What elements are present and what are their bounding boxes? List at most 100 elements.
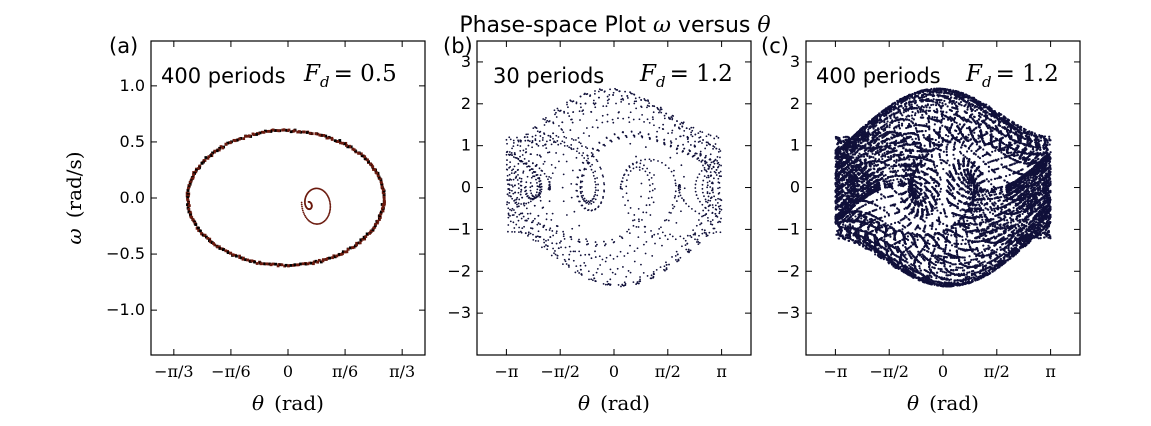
data-point <box>201 233 205 237</box>
data-point <box>381 209 385 213</box>
data-point <box>186 203 189 207</box>
data-point <box>582 152 585 154</box>
data-point <box>519 180 522 183</box>
ytick-label: 1.0 <box>120 76 145 95</box>
data-point <box>647 133 650 135</box>
data-point <box>632 167 635 170</box>
data-point <box>607 102 609 104</box>
data-point <box>605 256 608 259</box>
data-point <box>548 151 551 154</box>
data-point <box>677 187 680 190</box>
data-point <box>578 272 581 274</box>
data-point <box>594 181 597 183</box>
data-point <box>580 106 582 109</box>
data-point <box>330 136 334 140</box>
data-point <box>562 230 565 233</box>
data-point <box>624 284 626 287</box>
data-point <box>624 134 627 137</box>
data-point <box>706 192 709 195</box>
data-point <box>507 230 509 233</box>
data-point <box>678 191 681 194</box>
ytick-label: −0.5 <box>106 244 145 263</box>
data-point <box>709 223 712 225</box>
data-point <box>656 140 659 143</box>
data-point <box>535 174 538 177</box>
data-point <box>676 152 678 155</box>
data-point <box>550 143 553 146</box>
data-point <box>539 135 542 137</box>
data-point <box>335 254 339 258</box>
data-point <box>571 121 574 124</box>
data-point <box>714 212 717 215</box>
data-point <box>978 252 981 255</box>
data-point <box>705 135 708 138</box>
data-point <box>523 136 526 139</box>
data-point <box>506 179 509 181</box>
data-point <box>542 163 545 165</box>
data-point <box>284 263 288 267</box>
data-point <box>560 240 562 243</box>
data-point <box>275 129 279 132</box>
data-point <box>363 237 367 241</box>
data-point <box>338 252 341 256</box>
data-point <box>567 106 569 109</box>
data-point <box>667 219 670 222</box>
data-point <box>543 160 546 163</box>
ytick-label: 2 <box>461 94 471 113</box>
data-point <box>511 185 514 188</box>
data-point <box>609 278 612 281</box>
data-point <box>541 246 543 249</box>
data-point <box>663 138 666 141</box>
data-point <box>600 89 602 91</box>
data-point <box>515 201 518 204</box>
xtick-label: π/3 <box>389 362 415 381</box>
data-point <box>562 233 565 236</box>
data-point <box>570 238 573 241</box>
data-point <box>187 204 191 208</box>
data-point <box>679 184 681 187</box>
data-point <box>615 88 618 91</box>
data-point <box>541 139 544 141</box>
data-point <box>516 136 518 139</box>
data-point <box>716 166 719 169</box>
data-point <box>513 165 516 168</box>
data-point <box>713 227 716 230</box>
data-point <box>602 197 604 199</box>
data-point <box>563 141 566 144</box>
data-point <box>357 151 360 155</box>
data-point <box>552 132 554 135</box>
data-point <box>714 204 717 207</box>
data-point <box>280 263 284 267</box>
data-point <box>631 162 634 165</box>
data-point <box>508 202 510 204</box>
data-point <box>690 207 693 210</box>
data-point <box>598 88 601 91</box>
data-point <box>686 250 689 253</box>
data-point <box>648 190 651 193</box>
data-point <box>539 196 542 198</box>
data-point <box>884 244 887 248</box>
data-point <box>376 174 380 178</box>
data-point <box>276 264 280 268</box>
data-point <box>186 196 190 199</box>
data-point <box>704 156 707 159</box>
data-point <box>717 192 720 195</box>
data-point <box>535 191 538 194</box>
data-point <box>348 144 351 148</box>
data-point <box>675 250 678 253</box>
data-point <box>318 133 322 137</box>
data-point <box>710 189 713 192</box>
data-point <box>711 187 714 190</box>
data-point <box>694 140 696 143</box>
data-point <box>664 164 667 167</box>
data-point <box>706 201 709 204</box>
data-point <box>656 108 659 110</box>
data-point <box>186 189 190 193</box>
data-point <box>557 109 560 112</box>
data-point <box>534 165 537 167</box>
data-point <box>596 177 598 179</box>
data-point <box>529 232 532 235</box>
data-point <box>653 105 656 108</box>
data-point <box>319 260 323 264</box>
data-point <box>291 129 295 133</box>
